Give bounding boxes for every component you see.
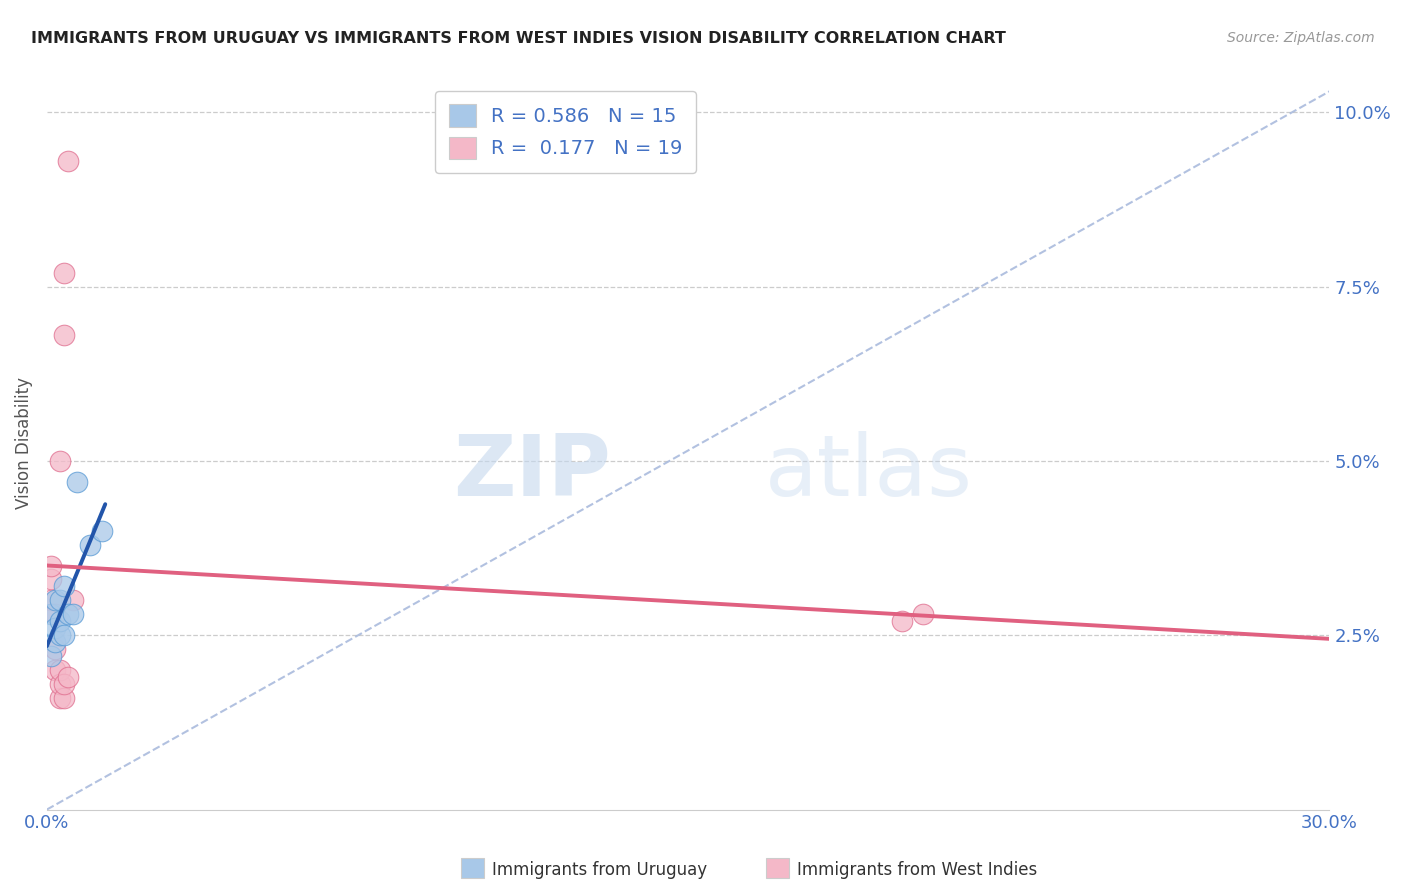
Point xyxy=(48,663,70,677)
Point xyxy=(53,579,76,593)
Text: atlas: atlas xyxy=(765,431,973,515)
Point xyxy=(58,154,80,169)
Point xyxy=(48,593,70,607)
Point xyxy=(912,607,935,622)
Text: IMMIGRANTS FROM URUGUAY VS IMMIGRANTS FROM WEST INDIES VISION DISABILITY CORRELA: IMMIGRANTS FROM URUGUAY VS IMMIGRANTS FR… xyxy=(31,31,1005,46)
Point xyxy=(53,677,76,691)
Point xyxy=(53,628,76,642)
Point xyxy=(44,607,66,622)
Point xyxy=(58,607,80,622)
Point xyxy=(48,677,70,691)
Point xyxy=(44,593,66,607)
Text: Source: ZipAtlas.com: Source: ZipAtlas.com xyxy=(1227,31,1375,45)
Point xyxy=(48,615,70,629)
Text: Immigrants from Uruguay: Immigrants from Uruguay xyxy=(492,861,707,879)
Point xyxy=(44,621,66,635)
Point xyxy=(62,593,84,607)
Point xyxy=(39,558,62,573)
Point xyxy=(91,524,114,538)
Point xyxy=(48,690,70,705)
Point xyxy=(890,615,912,629)
Point xyxy=(44,642,66,657)
Point xyxy=(39,573,62,587)
Legend: R = 0.586   N = 15, R =  0.177   N = 19: R = 0.586 N = 15, R = 0.177 N = 19 xyxy=(434,91,696,173)
Point xyxy=(53,690,76,705)
Point xyxy=(39,593,62,607)
Point xyxy=(44,635,66,649)
Point xyxy=(66,475,89,489)
Text: Immigrants from West Indies: Immigrants from West Indies xyxy=(797,861,1038,879)
Point xyxy=(48,628,70,642)
Point xyxy=(48,454,70,468)
Point xyxy=(53,328,76,343)
Point xyxy=(39,607,62,622)
Point xyxy=(39,649,62,664)
Point xyxy=(53,266,76,280)
Point xyxy=(44,663,66,677)
Point xyxy=(58,670,80,684)
Point xyxy=(62,607,84,622)
Point xyxy=(79,538,101,552)
Text: ZIP: ZIP xyxy=(454,431,612,515)
Y-axis label: Vision Disability: Vision Disability xyxy=(15,377,32,509)
